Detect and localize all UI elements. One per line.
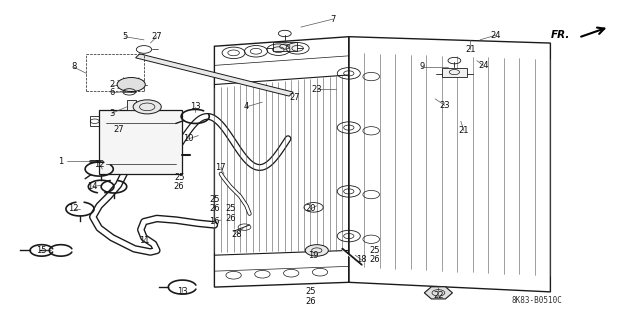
Text: 19: 19 bbox=[308, 251, 319, 260]
Text: 26: 26 bbox=[209, 204, 220, 213]
Text: 18: 18 bbox=[356, 256, 367, 264]
Text: 25: 25 bbox=[305, 287, 316, 296]
Text: 26: 26 bbox=[174, 182, 184, 191]
Polygon shape bbox=[136, 54, 293, 96]
Text: 25: 25 bbox=[174, 173, 184, 182]
Text: 2: 2 bbox=[109, 80, 115, 89]
Polygon shape bbox=[273, 42, 297, 51]
Text: 12: 12 bbox=[68, 204, 79, 213]
Text: 14: 14 bbox=[88, 182, 98, 191]
Polygon shape bbox=[99, 110, 182, 174]
Text: 27: 27 bbox=[152, 32, 162, 41]
Polygon shape bbox=[127, 100, 136, 110]
Text: 16: 16 bbox=[209, 217, 220, 226]
Text: 4: 4 bbox=[244, 102, 249, 111]
Text: 26: 26 bbox=[225, 214, 236, 223]
Text: 26: 26 bbox=[305, 297, 316, 306]
Text: 20: 20 bbox=[305, 204, 316, 213]
Text: 17: 17 bbox=[216, 163, 226, 172]
Text: 7: 7 bbox=[330, 15, 335, 24]
Text: 27: 27 bbox=[113, 125, 124, 134]
Polygon shape bbox=[424, 287, 452, 299]
Text: 22: 22 bbox=[433, 291, 444, 300]
Text: 15: 15 bbox=[36, 246, 47, 255]
Text: 11: 11 bbox=[139, 236, 149, 245]
Text: 8K83-B0510C: 8K83-B0510C bbox=[512, 296, 563, 305]
Text: 5: 5 bbox=[122, 32, 127, 41]
Circle shape bbox=[117, 78, 145, 92]
Text: 21: 21 bbox=[459, 126, 469, 135]
Text: 12: 12 bbox=[94, 160, 104, 169]
Text: 6: 6 bbox=[109, 88, 115, 97]
Text: 13: 13 bbox=[177, 287, 188, 296]
Text: 9: 9 bbox=[420, 63, 425, 71]
Text: 13: 13 bbox=[190, 102, 200, 111]
Text: 25: 25 bbox=[225, 204, 236, 213]
Text: 3: 3 bbox=[109, 109, 115, 118]
Circle shape bbox=[305, 245, 328, 256]
Text: FR.: FR. bbox=[550, 30, 570, 40]
Text: 26: 26 bbox=[369, 256, 380, 264]
Text: 10: 10 bbox=[184, 134, 194, 143]
Text: 8: 8 bbox=[71, 63, 76, 71]
Text: 1: 1 bbox=[58, 157, 63, 166]
Text: 21: 21 bbox=[465, 45, 476, 54]
Text: 24: 24 bbox=[491, 31, 501, 40]
Text: 25: 25 bbox=[209, 195, 220, 204]
Text: 23: 23 bbox=[312, 85, 322, 94]
Circle shape bbox=[133, 100, 161, 114]
Polygon shape bbox=[442, 68, 467, 77]
Text: 27: 27 bbox=[289, 93, 300, 102]
Text: 23: 23 bbox=[440, 101, 450, 110]
Text: 24: 24 bbox=[478, 61, 488, 70]
Text: 25: 25 bbox=[369, 246, 380, 255]
Text: 28: 28 bbox=[232, 230, 242, 239]
